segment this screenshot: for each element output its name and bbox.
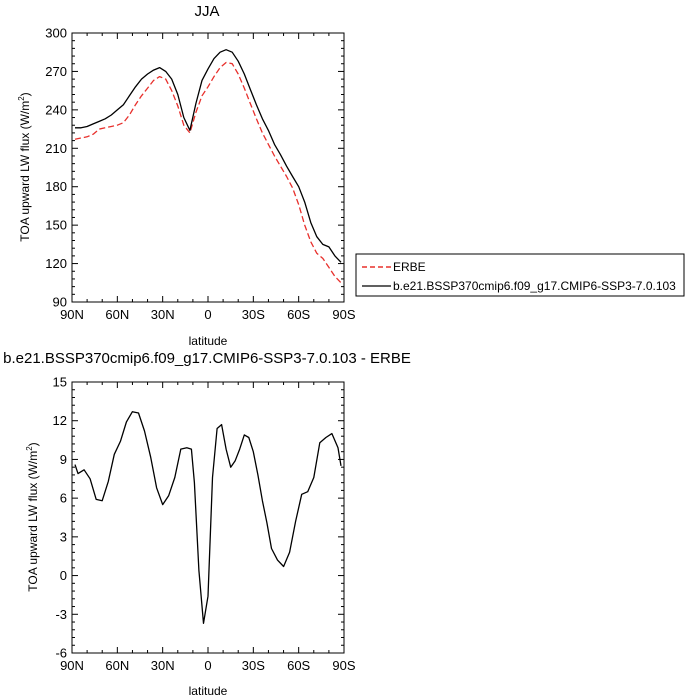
bottom-plot-area: 90N 60N 30N 0 30S 60S 90S -6 -3 0 3 6 9 12 15: [53, 375, 356, 674]
bottom-ytick-label: 15: [53, 375, 67, 390]
top-xtick-label: 90N: [60, 307, 84, 322]
legend: ERBE b.e21.BSSP370cmip6.f09_g17.CMIP6-SS…: [355, 253, 685, 297]
top-series-line-1: [75, 49, 342, 263]
bottom-ytick-label: -6: [55, 646, 67, 661]
top-series-line-0: [74, 61, 342, 284]
top-xtick-label: 60S: [287, 307, 310, 322]
bottom-xtick-label: 0: [204, 658, 211, 673]
top-ylabel: TOA upward LW flux (W/m2): [17, 92, 32, 241]
legend-erbe-label: ERBE: [393, 260, 426, 274]
top-xtick-label: 30S: [242, 307, 265, 322]
bottom-ytick-label: 9: [60, 452, 67, 467]
bottom-plot-frame: [71, 381, 345, 654]
bottom-xtick-label: 30N: [151, 658, 175, 673]
top-ytick-label: 120: [45, 256, 67, 271]
top-xtick-label: 60N: [105, 307, 129, 322]
bottom-ylabel-main: TOA upward LW flux (W/m: [26, 451, 40, 592]
top-ylabel-sup: 2: [17, 96, 26, 101]
top-panel: JJA 90N 60N 30N 0 30S 60S 90S 90 120 150 180 210 240…: [17, 3, 356, 348]
bottom-xtick-label: 60N: [105, 658, 129, 673]
bottom-series-line-0: [74, 411, 342, 624]
top-xtick-label: 0: [204, 307, 211, 322]
top-ytick-label: 270: [45, 64, 67, 79]
bottom-title: b.e21.BSSP370cmip6.f09_g17.CMIP6-SSP3-7.…: [3, 350, 411, 367]
bottom-xtick-label: 30S: [242, 658, 265, 673]
bottom-xtick-label: 90S: [332, 658, 355, 673]
top-ytick-label: 210: [45, 141, 67, 156]
bottom-panel: b.e21.BSSP370cmip6.f09_g17.CMIP6-SSP3-7.…: [3, 350, 411, 698]
bottom-ylabel-sup: 2: [25, 446, 34, 451]
top-ytick-label: 300: [45, 26, 67, 41]
bottom-ytick-label: 0: [60, 568, 67, 583]
bottom-ytick-label: -3: [55, 607, 67, 622]
top-title: JJA: [194, 3, 219, 20]
bottom-ylabel: TOA upward LW flux (W/m2): [25, 442, 40, 591]
bottom-ytick-label: 12: [53, 413, 67, 428]
top-ylabel-tail: ): [18, 92, 32, 96]
legend-box: [355, 253, 685, 297]
bottom-ylabel-tail: ): [26, 442, 40, 446]
top-xtick-label: 90S: [332, 307, 355, 322]
top-plot-frame: [71, 32, 345, 303]
top-ytick-label: 240: [45, 102, 67, 117]
top-ytick-label: 150: [45, 218, 67, 233]
top-xlabel: latitude: [189, 334, 228, 348]
top-ytick-label: 90: [53, 295, 67, 310]
bottom-xtick-label: 90N: [60, 658, 84, 673]
top-ytick-label: 180: [45, 179, 67, 194]
top-plot-area: 90N 60N 30N 0 30S 60S 90S 90 120 150 180 210 240 270 3…: [45, 26, 356, 323]
legend-model-label: b.e21.BSSP370cmip6.f09_g17.CMIP6-SSP3-7.…: [393, 279, 676, 293]
bottom-ytick-label: 3: [60, 529, 67, 544]
bottom-xlabel: latitude: [189, 684, 228, 698]
top-ylabel-main: TOA upward LW flux (W/m: [18, 101, 32, 242]
bottom-ytick-label: 6: [60, 491, 67, 506]
top-xtick-label: 30N: [151, 307, 175, 322]
bottom-xtick-label: 60S: [287, 658, 310, 673]
